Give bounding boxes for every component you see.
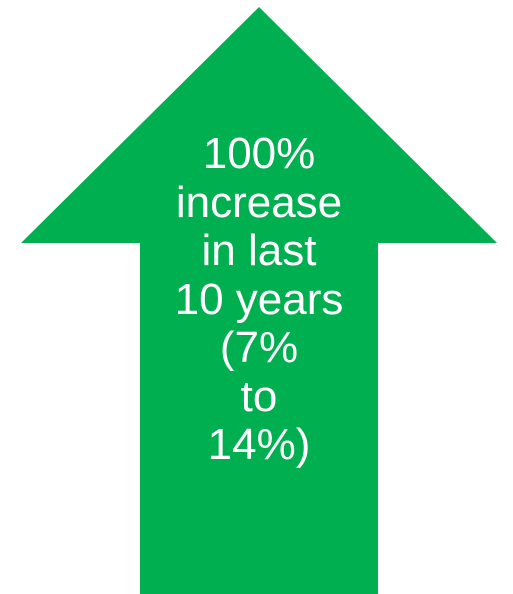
arrow-label-line-5: (7% — [140, 324, 378, 373]
arrow-label-line-1: 100% — [140, 130, 378, 179]
arrow-label-line-6: to — [140, 373, 378, 422]
arrow-label: 100% increase in last 10 years (7% to 14… — [140, 130, 378, 470]
arrow-label-line-3: in last — [140, 227, 378, 276]
arrow-label-line-2: increase — [140, 179, 378, 228]
arrow-label-line-4: 10 years — [140, 276, 378, 325]
arrow-label-line-7: 14%) — [140, 421, 378, 470]
